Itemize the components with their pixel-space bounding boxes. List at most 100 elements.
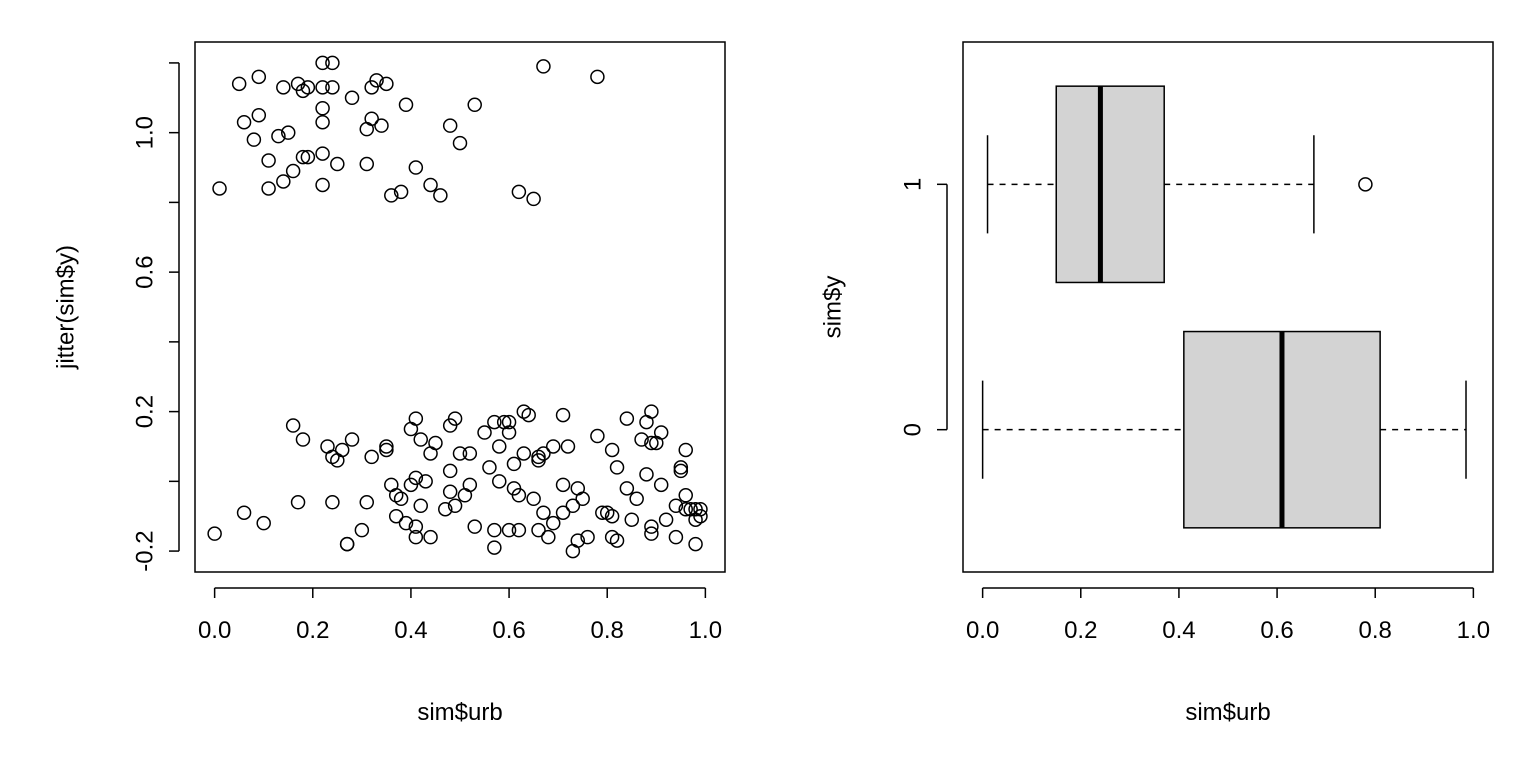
scatter-point (644, 526, 659, 541)
plot-frame (962, 41, 1494, 573)
y-tick-label: 0.2 (132, 395, 159, 428)
scatter-point (212, 181, 227, 196)
scatter-point (501, 522, 517, 538)
scatter-point (678, 501, 693, 517)
scatter-point (315, 80, 330, 95)
scatter-point (413, 498, 428, 513)
scatter-point (359, 495, 375, 510)
scatter-point (536, 446, 551, 461)
scatter-point (300, 80, 316, 95)
scatter-point (487, 414, 502, 430)
scatter-point (315, 146, 330, 161)
scatter-point (590, 428, 605, 444)
scatter-point (462, 477, 478, 493)
scatter-point (339, 536, 355, 552)
scatter-point (315, 55, 330, 71)
scatter-point (501, 414, 517, 430)
scatter-point (452, 135, 468, 151)
scatter-point (678, 488, 693, 503)
scatter-point (634, 432, 649, 447)
scatter-point (384, 188, 399, 203)
scatter-point (580, 529, 595, 545)
x-tick-label: 1.0 (689, 617, 722, 644)
scatter-point (442, 463, 458, 479)
scatter-point (315, 177, 330, 193)
scatter-point (276, 174, 291, 189)
y-tick-label: 0 (900, 423, 927, 436)
scatter-point (492, 474, 507, 489)
scatter-point (447, 498, 463, 513)
scatter-point (447, 411, 463, 426)
x-tick-label: 0.8 (1359, 617, 1392, 644)
scatter-point (344, 432, 360, 447)
scatter-point (644, 404, 659, 419)
scatter-point (541, 529, 556, 545)
x-tick-label: 0.0 (966, 617, 999, 644)
scatter-point (325, 80, 340, 95)
scatter-point (482, 460, 497, 475)
scatter-point (619, 411, 635, 426)
scatter-point (688, 536, 703, 552)
scatter-point (595, 505, 610, 520)
scatter-point (531, 449, 546, 465)
scatter-point (325, 449, 340, 465)
scatter-point (590, 69, 605, 85)
scatter-point (526, 491, 541, 507)
boxplot-panel: 0.0 0.2 0.4 0.6 0.8 1.0 sim$urb sim$y 0 1 (820, 41, 1494, 726)
scatter-point (619, 481, 635, 496)
scatter-point (526, 191, 541, 207)
scatter-point (325, 495, 340, 510)
scatter-point (639, 467, 654, 482)
scatter-point (604, 508, 620, 524)
scatter-point (442, 484, 458, 500)
scatter-point (442, 118, 458, 133)
scatter-point (609, 460, 625, 475)
scatter-point (261, 181, 276, 196)
scatter-point (408, 529, 424, 545)
scatter-point (398, 97, 414, 113)
scatter-point (467, 519, 482, 534)
scatter-point (379, 439, 394, 454)
scatter-panel: 0.0 0.2 0.4 0.6 0.8 1.0 -0.2 0.2 0.6 1.0 sim$urb ji… (53, 41, 726, 726)
x-tick-label: 0.4 (1162, 617, 1195, 644)
scatter-point (531, 522, 546, 538)
scatter-point (604, 442, 620, 458)
scatter-point (555, 477, 571, 493)
scatter-point (575, 491, 590, 507)
scatter-point (423, 529, 438, 545)
scatter-point (251, 107, 267, 123)
scatter-point (207, 526, 222, 541)
scatter-point (521, 407, 536, 423)
scatter-point (236, 505, 252, 520)
scatter-point (285, 418, 301, 433)
scatter-point (653, 425, 669, 440)
scatter-point (408, 519, 424, 534)
y-axis-label: jitter(sim$y) (53, 245, 80, 370)
scatter-point (506, 456, 522, 472)
x-tick-label: 0.4 (394, 617, 427, 644)
scatter-point (644, 435, 659, 451)
scatter-point (393, 184, 409, 200)
scatter-point (261, 153, 276, 168)
scatter-point (388, 488, 404, 503)
scatter-point (290, 495, 306, 510)
y-axis-label: sim$y (820, 276, 847, 339)
scatter-point (501, 425, 517, 440)
scatter-point (408, 160, 424, 175)
plot-frame (194, 41, 726, 573)
scatter-point (315, 101, 330, 116)
scatter-point (511, 184, 527, 200)
scatter-point (492, 439, 507, 454)
scatter-point (295, 432, 311, 447)
scatter-point (285, 163, 301, 179)
x-tick-label: 1.0 (1457, 617, 1490, 644)
scatter-point (462, 446, 478, 461)
scatter-point (511, 522, 527, 538)
scatter-point (231, 76, 247, 92)
scatter-point (388, 508, 404, 524)
scatter-point (280, 125, 296, 140)
scatter-point (433, 188, 448, 203)
scatter-point (668, 529, 684, 545)
scatter-point (467, 97, 482, 113)
x-tick-label: 0.0 (198, 617, 231, 644)
